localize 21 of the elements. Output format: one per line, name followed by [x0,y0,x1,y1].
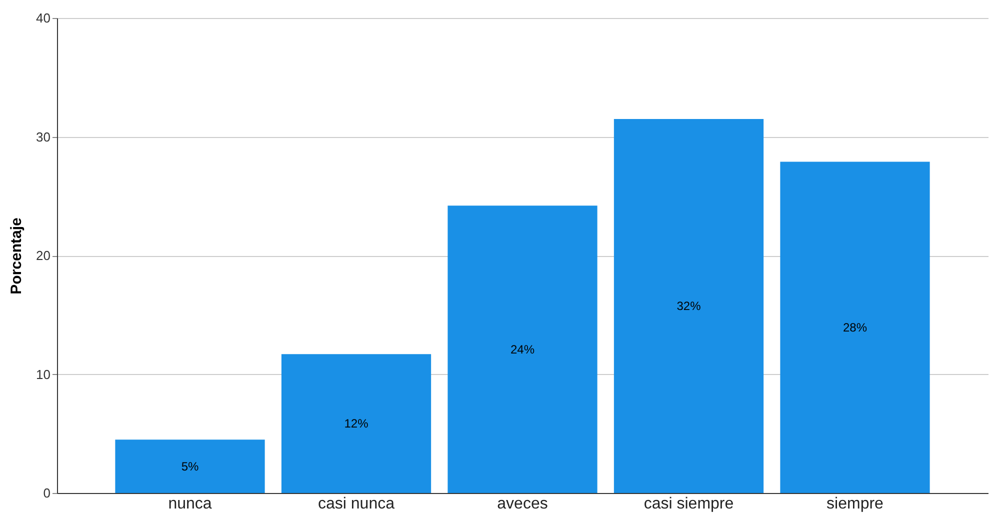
bar [448,206,598,493]
data-label: 32% [676,298,702,313]
x-tick-label: casi nunca [318,496,395,512]
data-label: 24% [510,342,535,356]
bar [115,440,265,493]
x-tick-label: aveces [497,496,548,512]
x-tick-label: casi siempre [644,496,734,512]
bar [614,118,764,493]
bar [780,162,930,493]
x-tick-label: nunca [168,496,212,512]
y-tick-label: 10 [36,366,50,382]
y-tick-label: 0 [43,486,50,500]
data-label: 12% [344,416,369,431]
data-label: 5% [181,459,199,474]
x-tick-label: siempre [826,496,884,512]
y-tick-label: 30 [36,129,50,144]
y-tick-label: 20 [36,248,50,263]
data-label: 28% [842,320,868,334]
bar [281,354,432,493]
y-axis-title: Porcentaje [8,218,26,294]
y-tick-label: 40 [36,10,50,26]
